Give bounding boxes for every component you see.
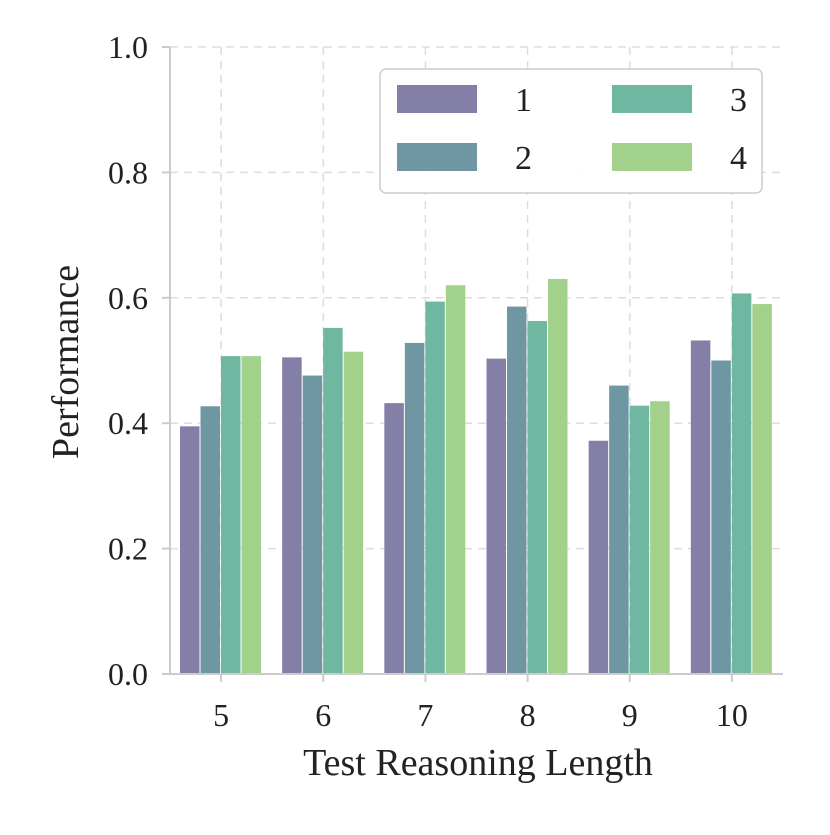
bar-series-3-cat-8 [527, 320, 547, 674]
y-tick-label: 1.0 [108, 29, 148, 65]
bar-series-3-cat-9 [629, 405, 650, 674]
bar-series-3-cat-10 [731, 293, 752, 674]
x-tick-label: 6 [315, 697, 331, 733]
legend-swatch-4 [612, 143, 692, 171]
x-tick-label: 7 [417, 697, 433, 733]
bar-series-3-cat-6 [323, 327, 343, 674]
bar-series-4-cat-5 [241, 356, 261, 674]
bar-series-2-cat-7 [404, 342, 425, 674]
bar-series-1-cat-6 [282, 357, 302, 674]
tick-labels: 0.0 0.2 0.4 0.6 0.8 1.0 5 6 7 8 9 10 [108, 29, 748, 733]
bar-series-1-cat-8 [486, 358, 506, 674]
bar-series-1-cat-5 [180, 426, 200, 674]
y-tick-label: 0.4 [108, 405, 148, 441]
bar-series-2-cat-5 [200, 406, 220, 674]
bar-series-2-cat-10 [711, 360, 731, 674]
y-tick-label: 0.8 [108, 154, 148, 190]
bar-series-4-cat-7 [445, 285, 466, 674]
bar-series-4-cat-6 [343, 351, 364, 674]
legend-label-4: 4 [730, 140, 747, 177]
bar-series-2-cat-9 [609, 385, 629, 674]
legend-swatch-1 [397, 85, 477, 113]
bar-series-1-cat-7 [384, 403, 404, 674]
y-tick-label: 0.0 [108, 656, 148, 692]
x-tick-label: 8 [520, 697, 536, 733]
bar-series-2-cat-6 [302, 375, 323, 674]
x-tick-label: 5 [213, 697, 229, 733]
bars [180, 278, 772, 674]
x-axis-label: Test Reasoning Length [303, 742, 653, 784]
bar-series-3-cat-5 [221, 356, 241, 674]
x-tick-label: 9 [622, 697, 638, 733]
y-axis-label: Performance [45, 265, 87, 459]
y-tick-label: 0.2 [108, 531, 148, 567]
bar-series-3-cat-7 [425, 301, 445, 674]
legend-swatch-3 [612, 85, 692, 113]
axes [162, 46, 783, 682]
legend-label-3: 3 [730, 82, 747, 119]
x-tick-label: 10 [716, 697, 748, 733]
bar-series-1-cat-9 [588, 440, 609, 674]
bar-series-4-cat-10 [752, 304, 772, 674]
y-tick-label: 0.6 [108, 280, 148, 316]
legend-swatch-2 [397, 143, 477, 171]
legend-label-1: 1 [515, 82, 532, 119]
legend: 1 2 3 4 [379, 68, 763, 194]
legend-label-2: 2 [515, 140, 532, 177]
bar-series-2-cat-8 [507, 306, 527, 674]
bar-series-4-cat-8 [548, 278, 568, 674]
bar-series-4-cat-9 [650, 401, 670, 674]
bar-series-1-cat-10 [690, 340, 711, 674]
